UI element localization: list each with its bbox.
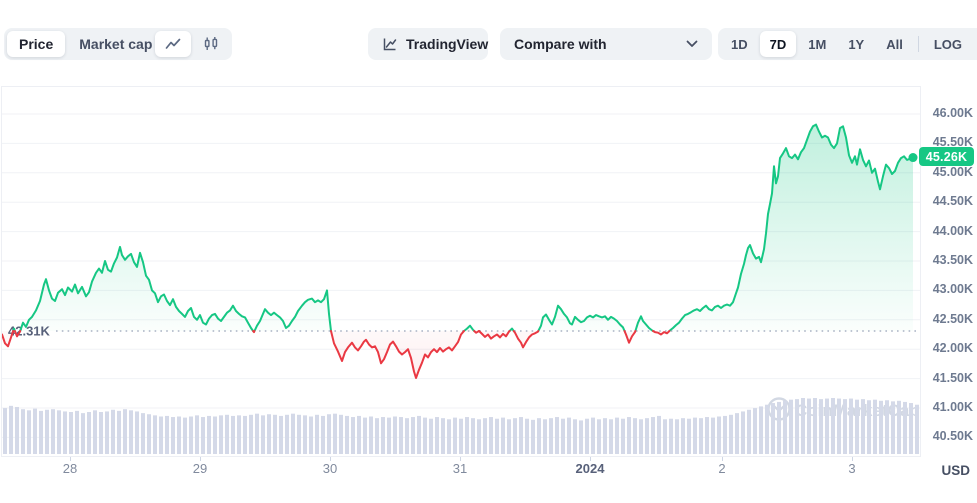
chevron-down-icon — [686, 40, 698, 48]
metric-toggle: Price Market cap — [4, 28, 168, 60]
x-axis-label: 30 — [322, 461, 338, 476]
range-1y-button[interactable]: 1Y — [838, 31, 874, 57]
line-chart-type-button[interactable] — [155, 31, 191, 57]
x-axis-label: 28 — [62, 461, 78, 476]
compare-with-label: Compare with — [514, 36, 607, 52]
y-axis-label: 44.00K — [932, 223, 973, 238]
x-axis-label: 3 — [848, 461, 856, 476]
price-chart-svg: CoinMarketCap42.31K — [1, 113, 920, 454]
line-chart-icon — [165, 37, 181, 51]
y-axis-label: 43.00K — [932, 282, 973, 297]
price-chart-plot[interactable]: CoinMarketCap42.31K — [1, 86, 921, 457]
current-price-dot — [908, 153, 918, 163]
range-1m-button[interactable]: 1M — [798, 31, 836, 57]
range-all-button[interactable]: All — [876, 31, 913, 57]
tab-price[interactable]: Price — [7, 31, 66, 57]
tradingview-label: TradingView — [406, 36, 489, 52]
y-axis-label: 45.00K — [932, 164, 973, 179]
x-axis-label: 31 — [452, 461, 468, 476]
x-axis-tick — [852, 457, 853, 461]
tradingview-button[interactable]: TradingView — [368, 28, 488, 60]
y-axis-label: 41.50K — [932, 370, 973, 385]
x-axis-label: 2 — [718, 461, 726, 476]
log-scale-button[interactable]: LOG — [924, 31, 972, 57]
x-axis-tick — [590, 457, 591, 461]
range-1d-button[interactable]: 1D — [721, 31, 758, 57]
y-axis-label: 41.00K — [932, 400, 973, 414]
x-axis-tick — [330, 457, 331, 461]
x-axis-tick — [70, 457, 71, 461]
volume-bars — [3, 398, 919, 454]
y-axis-label: 43.50K — [932, 253, 973, 267]
y-axis-label: 40.50K — [932, 429, 973, 444]
range-7d-button[interactable]: 7D — [759, 31, 797, 57]
y-axis-label: 45.50K — [932, 135, 973, 150]
x-axis-label: 2024 — [575, 461, 605, 476]
compare-with-dropdown[interactable]: Compare with — [500, 28, 712, 60]
y-axis-label: 42.50K — [932, 311, 973, 326]
range-selector: 1D 7D 1M 1Y All LOG — [718, 28, 977, 60]
y-axis-label: 42.00K — [932, 341, 973, 356]
current-price-badge: 45.26K — [919, 147, 974, 166]
candlestick-chart-type-button[interactable] — [193, 31, 229, 57]
tab-market-cap[interactable]: Market cap — [67, 31, 164, 57]
currency-label: USD — [941, 463, 970, 478]
y-axis-label: 46.00K — [932, 106, 973, 120]
tradingview-icon — [382, 36, 398, 52]
y-axis-label: 44.50K — [932, 194, 973, 209]
x-axis-tick — [460, 457, 461, 461]
chart-type-toggle — [152, 28, 232, 60]
x-axis-tick — [722, 457, 723, 461]
divider — [917, 36, 919, 52]
candlestick-icon — [203, 36, 219, 52]
x-axis-label: 29 — [192, 461, 208, 476]
x-axis-tick — [200, 457, 201, 461]
